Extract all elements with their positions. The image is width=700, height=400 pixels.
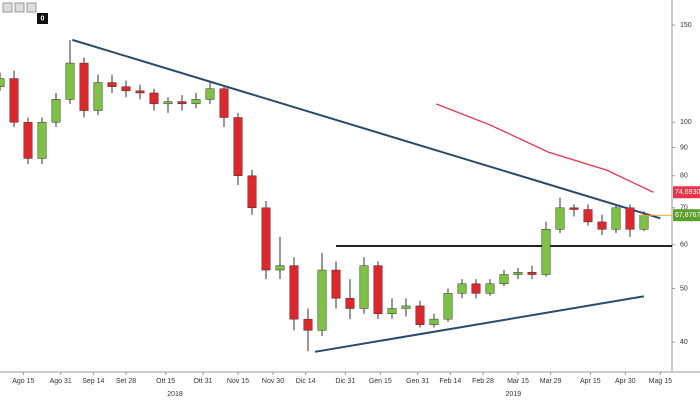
badge-box[interactable]	[37, 13, 48, 24]
candle-body	[583, 209, 593, 223]
year-label: 2019	[506, 391, 522, 398]
candle-body	[93, 82, 103, 111]
candle-body	[443, 293, 453, 320]
moving-average	[436, 103, 654, 193]
x-tick-label: Apr 30	[615, 378, 636, 385]
candle-body	[149, 92, 159, 105]
candle-body	[359, 265, 369, 309]
y-tick-label: 80	[680, 173, 688, 180]
candle-body	[345, 298, 355, 309]
candle-body	[177, 101, 187, 105]
x-tick-label: Ott 31	[193, 378, 212, 385]
trendline	[314, 295, 645, 353]
candle-body	[527, 272, 537, 275]
last-price-label: 67,8767	[675, 212, 700, 219]
candle-body	[121, 86, 131, 92]
candle-body	[429, 318, 439, 325]
candle-body	[233, 117, 243, 177]
y-tick-label: 90	[680, 144, 688, 151]
candle-body	[135, 90, 145, 94]
x-tick-label: Ago 15	[12, 378, 34, 385]
candle-body	[51, 99, 61, 123]
candle-body	[219, 88, 229, 118]
candle-body	[0, 78, 5, 87]
y-tick-label: 40	[680, 339, 688, 346]
x-tick-label: Nov 30	[262, 378, 284, 385]
trendline	[72, 38, 661, 220]
candle-body	[415, 305, 425, 325]
candle-body	[275, 265, 285, 271]
x-tick-label: Ott 15	[156, 378, 175, 385]
x-tick-label: Mar 29	[540, 378, 562, 385]
x-tick-label: Gen 15	[369, 378, 392, 385]
y-tick-label: 150	[680, 22, 692, 29]
x-tick-label: Feb 14	[439, 378, 461, 385]
candle-body	[317, 269, 327, 331]
y-tick-label: 50	[680, 285, 688, 292]
candle-body	[9, 78, 19, 123]
candle-body	[205, 88, 215, 100]
x-tick-label: Feb 28	[472, 378, 494, 385]
tool-icon[interactable]	[26, 2, 37, 13]
x-tick-label: Dic 31	[335, 378, 355, 385]
candle-body	[611, 207, 621, 230]
candle-body	[79, 62, 89, 111]
candle-body	[387, 308, 397, 315]
x-tick-label: Set 28	[116, 378, 136, 385]
candle-body	[289, 265, 299, 320]
candle-body	[625, 207, 635, 230]
year-label: 2018	[167, 391, 183, 398]
x-tick-label: Nov 15	[227, 378, 249, 385]
x-tick-label: Apr 15	[580, 378, 601, 385]
candle-body	[569, 207, 579, 210]
badge: 0	[41, 15, 45, 22]
ma-price-box	[673, 186, 700, 199]
last-price-box	[673, 209, 700, 222]
x-tick-label: Mag 15	[649, 378, 672, 385]
candle-body	[247, 175, 257, 209]
candle-body	[373, 265, 383, 315]
candle-body	[303, 318, 313, 331]
candle-body	[639, 214, 649, 230]
y-tick-label: 100	[680, 119, 692, 126]
ma-price-label: 74,6930	[675, 189, 700, 196]
candle-body	[513, 272, 523, 275]
x-tick-label: Ago 31	[50, 378, 72, 385]
x-tick-label: Mar 15	[507, 378, 529, 385]
candle-body	[597, 221, 607, 230]
candle-body	[471, 283, 481, 294]
tool-icon[interactable]	[14, 2, 25, 13]
x-tick-label: Dic 14	[296, 378, 316, 385]
toolbar: 0	[2, 2, 48, 24]
y-tick-label: 60	[680, 242, 688, 249]
x-tick-label: Sep 14	[82, 378, 104, 385]
candle-body	[163, 101, 173, 105]
candle-body	[107, 82, 117, 87]
candle-body	[191, 99, 201, 105]
candle-body	[499, 274, 509, 285]
candle-body	[457, 283, 467, 294]
candle-body	[261, 207, 271, 271]
tool-icon[interactable]	[2, 2, 13, 13]
candle-body	[23, 122, 33, 159]
y-tick-label: 70	[680, 205, 688, 212]
candle-body	[331, 269, 341, 299]
candle-body	[485, 283, 495, 294]
candle-body	[37, 122, 47, 159]
x-tick-label: Gen 31	[406, 378, 429, 385]
candle-body	[541, 229, 551, 275]
candle-body	[555, 207, 565, 230]
candle-body	[65, 62, 75, 100]
candle-body	[401, 305, 411, 309]
